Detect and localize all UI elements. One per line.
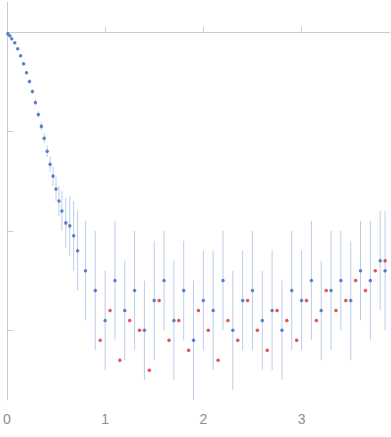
svg-text:1: 1 — [101, 411, 109, 427]
svg-text:2: 2 — [199, 411, 207, 427]
svg-text:3: 3 — [298, 411, 306, 427]
svg-text:0: 0 — [3, 411, 11, 427]
